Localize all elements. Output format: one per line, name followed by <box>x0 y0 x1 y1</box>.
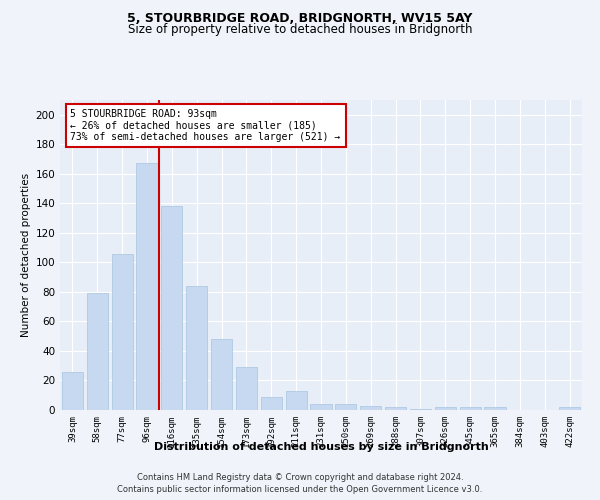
Text: Size of property relative to detached houses in Bridgnorth: Size of property relative to detached ho… <box>128 22 472 36</box>
Bar <box>410 408 431 410</box>
Bar <box>385 407 406 410</box>
Bar <box>136 164 158 410</box>
Bar <box>112 254 133 410</box>
Bar <box>484 407 506 410</box>
Bar <box>236 367 257 410</box>
Bar <box>211 339 232 410</box>
Bar <box>460 407 481 410</box>
Bar <box>87 294 108 410</box>
Bar <box>435 407 456 410</box>
Bar <box>559 407 580 410</box>
Bar <box>310 404 332 410</box>
Text: 5, STOURBRIDGE ROAD, BRIDGNORTH, WV15 5AY: 5, STOURBRIDGE ROAD, BRIDGNORTH, WV15 5A… <box>127 12 473 26</box>
Bar <box>62 372 83 410</box>
Text: Contains public sector information licensed under the Open Government Licence v3: Contains public sector information licen… <box>118 485 482 494</box>
Text: Distribution of detached houses by size in Bridgnorth: Distribution of detached houses by size … <box>154 442 488 452</box>
Bar <box>261 396 282 410</box>
Text: Contains HM Land Registry data © Crown copyright and database right 2024.: Contains HM Land Registry data © Crown c… <box>137 472 463 482</box>
Y-axis label: Number of detached properties: Number of detached properties <box>21 173 31 337</box>
Bar <box>161 206 182 410</box>
Bar <box>186 286 207 410</box>
Bar <box>335 404 356 410</box>
Text: 5 STOURBRIDGE ROAD: 93sqm
← 26% of detached houses are smaller (185)
73% of semi: 5 STOURBRIDGE ROAD: 93sqm ← 26% of detac… <box>70 110 341 142</box>
Bar <box>360 406 381 410</box>
Bar <box>286 391 307 410</box>
